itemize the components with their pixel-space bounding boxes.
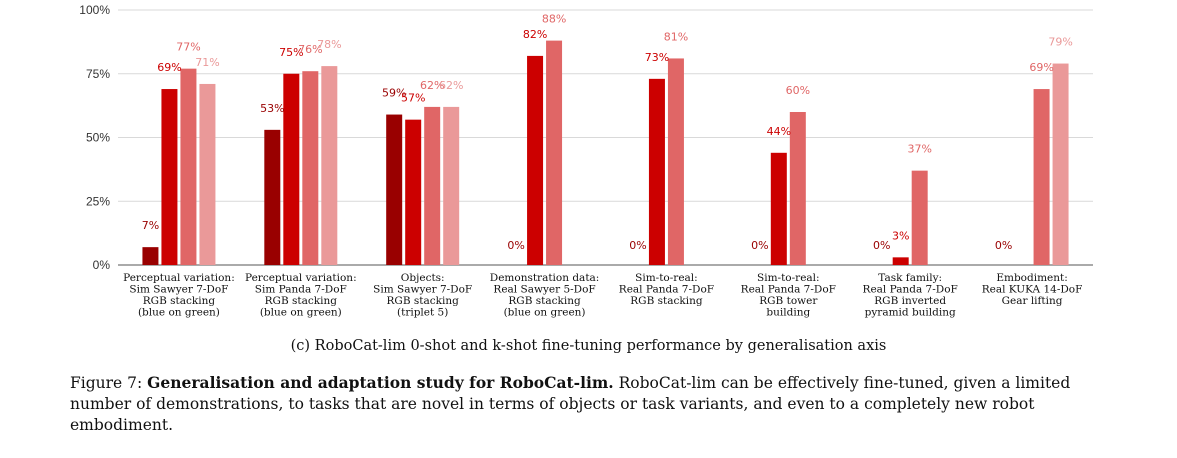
data-label: 3% — [892, 229, 909, 242]
bar — [199, 83, 216, 265]
data-label: 37% — [907, 143, 931, 156]
data-label: 75% — [279, 46, 303, 59]
data-label-zero: 0% — [507, 239, 524, 252]
data-label-zero: 0% — [751, 239, 768, 252]
data-label: 81% — [664, 30, 688, 43]
data-label: 53% — [260, 102, 284, 115]
category-label: Perceptual variation: Sim Panda 7-DoF RGB … — [245, 272, 357, 319]
data-label: 60% — [786, 84, 810, 97]
y-tick-label: 25% — [86, 194, 110, 208]
bar — [527, 55, 544, 266]
figure-caption-text: RoboCat-lim can be effectively fine-tune… — [70, 374, 1071, 434]
bar — [142, 247, 159, 265]
bar — [283, 73, 300, 265]
bar — [161, 89, 178, 265]
bar — [302, 71, 319, 265]
bar — [1033, 89, 1050, 265]
category-label: Task family: Real Panda 7-DoF RGB inverted… — [863, 272, 958, 319]
bar — [789, 112, 806, 265]
data-label: 7% — [142, 219, 159, 232]
bar — [770, 152, 787, 265]
data-labels: 7% 53% 59% 69% 75% 57% 82% 73% 44% 3% 77% 76% 62% 88%… — [142, 13, 1073, 252]
bar — [546, 40, 563, 265]
data-label: 59% — [382, 87, 406, 100]
y-tick-label: 0% — [93, 258, 111, 272]
figure-caption: Figure 7: Generalisation and adaptation … — [70, 372, 1110, 436]
figure-caption-title: Generalisation and adaptation study for … — [147, 373, 614, 392]
data-label: 71% — [195, 56, 219, 69]
data-label: 69% — [1029, 61, 1053, 74]
figure-label: Figure 7: — [70, 374, 143, 392]
bar — [892, 257, 909, 265]
subfigure-caption: (c) RoboCat-lim 0-shot and k-shot fine-t… — [290, 338, 887, 354]
bar — [667, 58, 684, 266]
data-label-zero: 0% — [995, 239, 1012, 252]
category-label: Embodiment: Real KUKA 14-DoF Gear lifting — [982, 272, 1083, 307]
bar — [321, 66, 338, 265]
data-label-zero: 0% — [629, 239, 646, 252]
data-label: 62% — [420, 79, 444, 92]
category-label: Objects: Sim Sawyer 7-DoF RGB stacking (tri… — [373, 272, 472, 319]
category-labels: Perceptual variation: Sim Sawyer 7-DoF RGB… — [123, 272, 1082, 319]
category-label: Sim-to-real: Real Panda 7-DoF RGB stacking — [619, 272, 714, 307]
bar — [911, 170, 928, 265]
bar-chart: 0% 25% 50% 75% 100% 7% 53% 59% 69% 75% 57% 82% 73% 4… — [79, 3, 1093, 319]
bar — [1052, 63, 1069, 265]
data-label: 57% — [401, 92, 425, 105]
bar — [405, 119, 422, 266]
data-label: 73% — [645, 51, 669, 64]
data-label-zero: 0% — [873, 239, 890, 252]
y-tick-label: 100% — [79, 3, 110, 17]
bars — [142, 40, 1069, 266]
bar — [424, 106, 441, 266]
category-label: Sim-to-real: Real Panda 7-DoF RGB tower bui… — [741, 272, 836, 319]
data-label: 44% — [767, 125, 791, 138]
bar — [386, 114, 403, 265]
data-label: 88% — [542, 13, 566, 26]
data-label: 69% — [157, 61, 181, 74]
data-label: 77% — [176, 41, 200, 54]
data-label: 78% — [317, 38, 341, 51]
category-label: Perceptual variation: Sim Sawyer 7-DoF RGB… — [123, 272, 235, 319]
bar — [180, 68, 197, 266]
gridlines — [118, 9, 1093, 266]
bar — [648, 78, 665, 265]
y-tick-label: 50% — [86, 131, 110, 145]
category-label: Demonstration data: Real Sawyer 5-DoF RGB … — [490, 272, 600, 319]
data-label: 79% — [1048, 36, 1072, 49]
bar — [264, 129, 281, 265]
data-label: 82% — [523, 28, 547, 41]
y-axis-ticks: 0% 25% 50% 75% 100% — [79, 3, 110, 272]
data-label: 62% — [439, 79, 463, 92]
data-label: 76% — [298, 43, 322, 56]
y-tick-label: 75% — [86, 67, 110, 81]
bar — [443, 106, 460, 266]
